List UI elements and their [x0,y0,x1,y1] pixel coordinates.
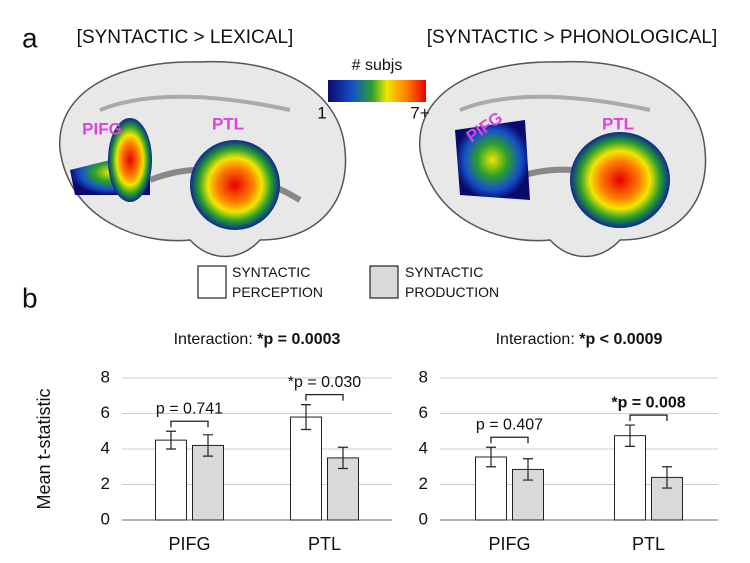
y-tick-label: 6 [101,403,110,422]
y-tick-label: 2 [101,474,110,493]
error-bar [486,446,496,468]
significance-bracket [490,436,529,444]
error-bar [662,466,672,489]
legend-swatch [369,265,399,299]
x-tick-label: PIFG [488,534,530,554]
y-tick-label: 0 [101,509,110,528]
bar [155,439,187,521]
y-tick-label: 6 [419,403,428,422]
colorbar-label: 7+ [410,103,429,122]
bar [475,456,507,521]
significance-bracket [305,393,344,401]
y-axis-label: Mean t-statistic [34,388,54,509]
y-tick-label: 8 [419,367,428,386]
error-bar [301,404,311,431]
legend-label: SYNTACTIC PERCEPTION [232,264,324,300]
region-label: PTL [602,114,634,133]
chart-title-stat: *p = 0.0003 [257,331,340,348]
chart-title-text: Interaction: [174,331,253,348]
region-label: PTL [212,114,244,133]
significance-bracket [170,420,209,428]
colorbar [328,80,426,102]
error-bar [625,424,635,447]
brain-title: [SYNTACTIC > LEXICAL] [77,27,294,48]
y-tick-label: 2 [419,474,428,493]
error-bar [203,434,213,457]
y-tick-label: 4 [101,438,110,457]
chart-title: Interaction: *p < 0.0009 [496,331,663,348]
chart-title: Interaction: *p = 0.0003 [174,331,341,348]
brain-title: [SYNTACTIC > PHONOLOGICAL] [427,27,718,48]
y-tick-label: 4 [419,438,428,457]
p-value-label: p = 0.741 [156,400,223,417]
region-label: PIFG [82,119,122,138]
error-bar [523,458,533,481]
error-bar [338,446,348,470]
x-tick-label: PIFG [168,534,210,554]
legend-label: SYNTACTIC PRODUCTION [405,264,500,300]
y-tick-label: 0 [419,509,428,528]
error-bar [166,430,176,450]
chart-title-stat: *p < 0.0009 [579,331,662,348]
brain-map: PIFG PTL [419,60,707,258]
y-tick-label: 8 [101,367,110,386]
bar [290,416,322,521]
chart-title-text: Interaction: [496,331,575,348]
x-tick-label: PTL [632,534,665,554]
colorbar-label: 1 [317,103,326,122]
panel-label: b [22,282,38,313]
p-value-label: p = 0.407 [476,416,543,433]
significance-bracket [629,414,668,422]
p-value-label: *p = 0.030 [288,374,362,391]
p-value-label: *p = 0.008 [611,394,685,411]
brain-map: PIFG PTL [59,60,347,258]
legend-swatch [197,265,227,299]
colorbar-title: # subjs [352,57,403,74]
panel-label: a [22,22,38,53]
x-tick-label: PTL [308,534,341,554]
bar [614,435,646,521]
